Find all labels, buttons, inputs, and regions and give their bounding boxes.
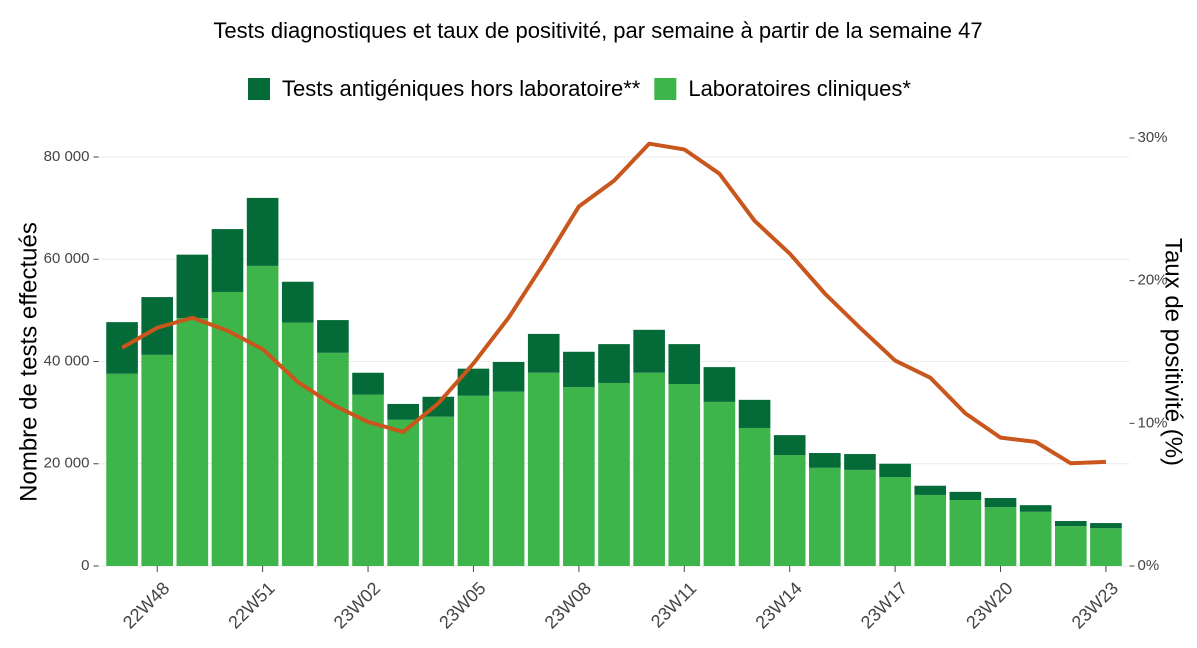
bar bbox=[211, 229, 244, 292]
bar bbox=[984, 507, 1017, 566]
bar bbox=[773, 455, 806, 566]
bar bbox=[317, 352, 349, 566]
y2-tick-label: 30% bbox=[1138, 129, 1168, 146]
bar bbox=[668, 344, 701, 384]
y-tick-label: 20 000 bbox=[44, 455, 90, 472]
bar bbox=[1019, 505, 1052, 512]
bar bbox=[633, 372, 665, 566]
bar bbox=[738, 427, 771, 566]
bar bbox=[773, 435, 806, 456]
bar bbox=[598, 344, 630, 383]
bar bbox=[211, 291, 244, 566]
bar bbox=[387, 403, 419, 420]
legend-label: Tests antigéniques hors laboratoire** bbox=[282, 76, 641, 101]
bar bbox=[352, 372, 384, 395]
chart-title: Tests diagnostiques et taux de positivit… bbox=[213, 18, 982, 43]
bar bbox=[527, 333, 560, 373]
y-tick-label: 0 bbox=[81, 557, 89, 574]
bar bbox=[668, 383, 701, 566]
x-tick-label: 23W17 bbox=[857, 578, 911, 632]
y-tick-label: 80 000 bbox=[44, 148, 90, 165]
bar bbox=[387, 419, 419, 566]
bar bbox=[1090, 523, 1122, 529]
y2-tick-label: 0% bbox=[1138, 557, 1160, 574]
y2-axis-label: Taux de positivité (%) bbox=[1160, 238, 1187, 466]
bar bbox=[844, 454, 876, 470]
bar bbox=[246, 265, 279, 566]
bar bbox=[563, 387, 595, 566]
x-tick-label: 23W05 bbox=[435, 578, 489, 632]
y2-tick-label: 10% bbox=[1138, 414, 1168, 431]
bar bbox=[492, 391, 525, 566]
y-tick-label: 40 000 bbox=[44, 352, 90, 369]
bar bbox=[879, 463, 911, 478]
line bbox=[121, 141, 1107, 466]
bar bbox=[457, 395, 490, 566]
bar bbox=[633, 329, 665, 373]
bar bbox=[598, 382, 630, 566]
bar bbox=[914, 494, 947, 566]
y-tick-label: 60 000 bbox=[44, 250, 90, 267]
bar bbox=[1019, 511, 1052, 566]
x-tick-label: 23W20 bbox=[962, 578, 1016, 632]
bar bbox=[703, 401, 736, 566]
bar bbox=[281, 281, 314, 323]
bar bbox=[457, 368, 490, 396]
x-tick-label: 23W14 bbox=[751, 578, 805, 632]
bar bbox=[317, 320, 349, 353]
bar bbox=[949, 500, 982, 566]
bar bbox=[879, 477, 911, 566]
bar bbox=[106, 322, 138, 374]
bar bbox=[106, 373, 138, 566]
bar bbox=[176, 318, 209, 566]
x-tick-label: 22W51 bbox=[224, 578, 278, 632]
y2-tick-label: 20% bbox=[1138, 272, 1168, 289]
bar bbox=[738, 399, 771, 428]
bar bbox=[246, 197, 279, 266]
bar bbox=[141, 354, 174, 566]
bar bbox=[809, 453, 841, 468]
bar bbox=[703, 367, 736, 402]
bar bbox=[281, 322, 314, 566]
bar bbox=[949, 491, 982, 501]
bar bbox=[422, 416, 455, 566]
bar bbox=[844, 469, 876, 566]
legend-label: Laboratoires cliniques* bbox=[688, 76, 911, 101]
bar bbox=[1054, 526, 1087, 566]
bar bbox=[1054, 521, 1087, 527]
legend-swatch bbox=[654, 78, 677, 100]
bar bbox=[914, 485, 947, 495]
y-axis-label: Nombre de tests effectués bbox=[15, 222, 42, 502]
x-tick-label: 23W11 bbox=[647, 578, 701, 632]
x-tick-label: 23W08 bbox=[541, 578, 595, 632]
bar bbox=[527, 372, 560, 566]
bar bbox=[492, 362, 525, 392]
x-tick-label: 23W23 bbox=[1068, 578, 1122, 632]
bar bbox=[1090, 528, 1122, 566]
bar bbox=[176, 254, 209, 319]
bar bbox=[984, 498, 1017, 508]
legend-swatch bbox=[248, 78, 270, 100]
bar bbox=[809, 467, 841, 566]
bar bbox=[563, 351, 595, 388]
x-tick-label: 23W02 bbox=[330, 578, 384, 632]
x-tick-label: 22W48 bbox=[119, 578, 173, 632]
